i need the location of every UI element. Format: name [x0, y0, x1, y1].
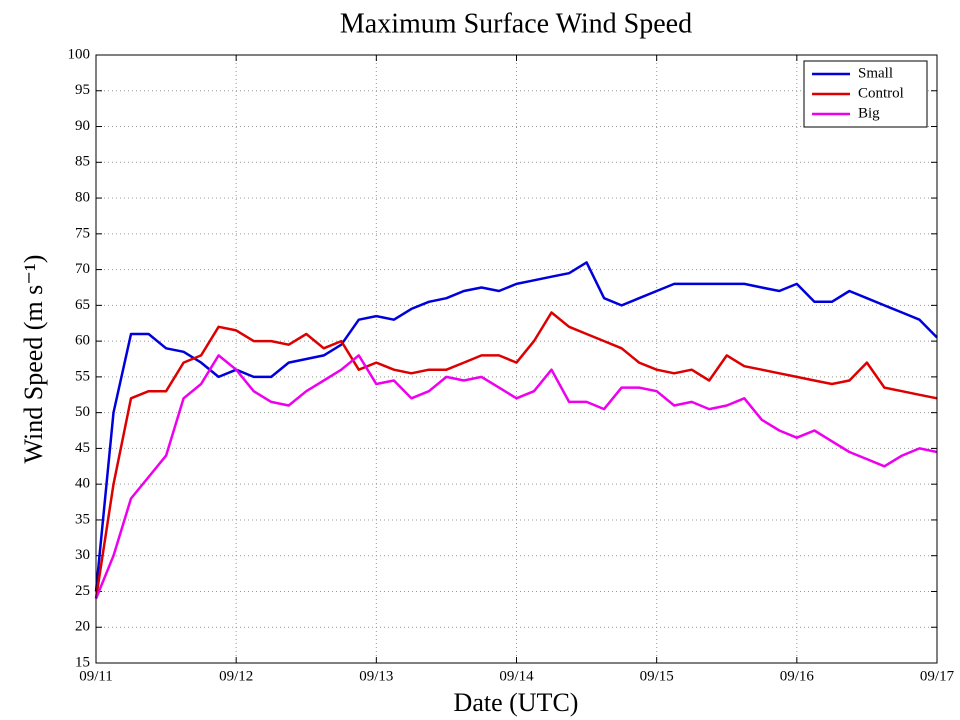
series-line: [94, 311, 938, 599]
y-tick-label: 30: [75, 547, 90, 563]
x-tick-label: 09/15: [640, 668, 674, 684]
y-axis-label: Wind Speed (m s⁻¹): [19, 255, 48, 464]
y-tick-label: 20: [75, 619, 90, 635]
legend-label: Big: [858, 105, 880, 121]
legend-label: Control: [858, 85, 904, 101]
y-tick-label: 35: [75, 511, 90, 527]
y-tick-label: 95: [75, 82, 90, 98]
chart-title: Maximum Surface Wind Speed: [340, 8, 692, 39]
y-tick-label: 45: [75, 440, 90, 456]
y-tick-label: 100: [68, 46, 91, 62]
x-tick-label: 09/12: [219, 668, 253, 684]
x-tick-label: 09/11: [79, 668, 113, 684]
x-tick-label: 09/16: [780, 668, 815, 684]
y-tick-label: 60: [75, 333, 90, 349]
y-tick-label: 25: [75, 583, 90, 599]
x-axis-label: Date (UTC): [454, 688, 579, 717]
y-tick-label: 40: [75, 476, 90, 492]
x-tick-label: 09/14: [499, 668, 534, 684]
y-tick-label: 65: [75, 297, 90, 313]
y-tick-label: 85: [75, 154, 90, 170]
y-tick-label: 55: [75, 368, 90, 384]
x-tick-label: 09/17: [920, 668, 955, 684]
series-line: [94, 354, 938, 600]
y-tick-label: 70: [75, 261, 90, 277]
y-tick-label: 90: [75, 118, 90, 134]
y-tick-label: 75: [75, 225, 90, 241]
y-tick-label: 80: [75, 189, 90, 205]
y-tick-label: 15: [75, 654, 90, 670]
y-tick-label: 50: [75, 404, 90, 420]
plot-frame: [95, 54, 938, 664]
legend-label: Small: [858, 65, 893, 81]
x-tick-label: 09/13: [359, 668, 393, 684]
